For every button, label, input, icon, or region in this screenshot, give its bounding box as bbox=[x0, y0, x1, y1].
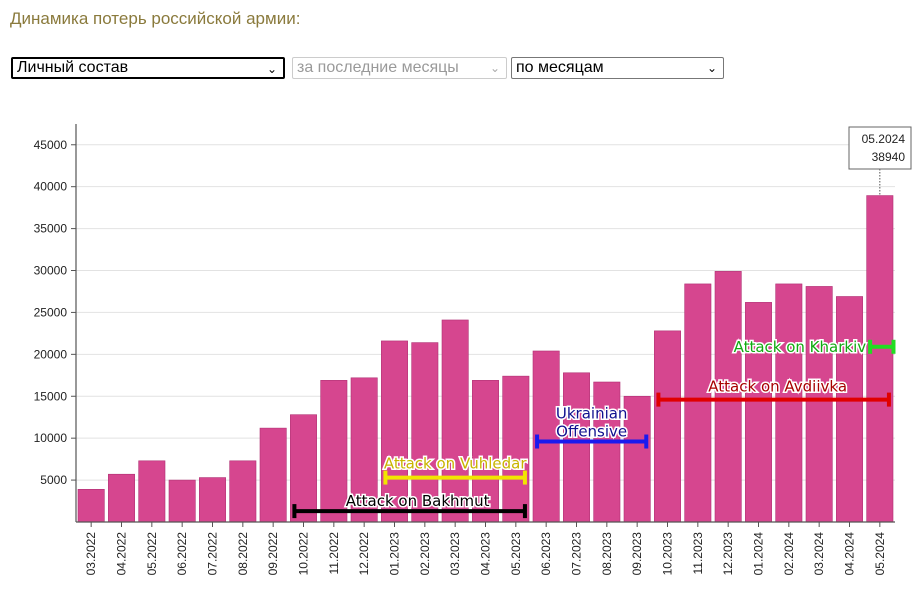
x-tick-label: 05.2024 bbox=[873, 532, 887, 576]
x-tick-label: 01.2023 bbox=[388, 532, 402, 576]
bar-03.2024[interactable] bbox=[805, 286, 833, 523]
x-tick-label: 06.2023 bbox=[539, 532, 553, 576]
bar-03.2022[interactable] bbox=[77, 489, 105, 523]
x-tick-label: 04.2023 bbox=[479, 532, 493, 576]
bar-06.2022[interactable] bbox=[168, 479, 196, 523]
x-tick-label: 10.2023 bbox=[661, 532, 675, 576]
x-tick-label: 05.2023 bbox=[509, 532, 523, 576]
y-tick-label: 15000 bbox=[34, 389, 68, 403]
metric-select-value: Личный состав bbox=[17, 59, 129, 76]
y-tick-label: 5000 bbox=[40, 473, 67, 487]
tooltip-value: 38940 bbox=[872, 150, 906, 164]
chevron-down-icon: ⌄ bbox=[706, 61, 717, 75]
x-tick-label: 12.2023 bbox=[721, 532, 735, 576]
bar-09.2023[interactable] bbox=[623, 395, 651, 523]
bar-03.2023[interactable] bbox=[441, 319, 469, 523]
bar-01.2024[interactable] bbox=[745, 302, 772, 523]
bar-02.2023[interactable] bbox=[411, 342, 439, 523]
bar-04.2022[interactable] bbox=[108, 473, 135, 523]
x-tick-label: 03.2024 bbox=[812, 532, 826, 576]
y-tick-label: 40000 bbox=[34, 180, 68, 194]
x-tick-label: 12.2022 bbox=[357, 532, 371, 576]
tooltip-category: 05.2024 bbox=[862, 132, 906, 146]
grouping-select-value: по месяцам bbox=[516, 59, 604, 76]
metric-select[interactable]: Личный состав ⌄ bbox=[11, 57, 285, 79]
bar-02.2024[interactable] bbox=[775, 283, 803, 523]
x-tick-label: 11.2023 bbox=[691, 532, 705, 575]
tooltip: 05.2024 38940 bbox=[848, 126, 912, 196]
x-tick-label: 06.2022 bbox=[175, 532, 189, 576]
annotation-label: Attack on Vuhledar bbox=[384, 455, 527, 473]
x-tick-label: 09.2022 bbox=[266, 532, 280, 576]
bar-05.2024[interactable] bbox=[866, 195, 894, 523]
period-select-value: за последние месяцы bbox=[297, 59, 459, 76]
bar-10.2023[interactable] bbox=[654, 330, 681, 523]
bar-07.2023[interactable] bbox=[563, 372, 590, 523]
x-tick-label: 03.2023 bbox=[448, 532, 462, 576]
annotation-0: Attack on Bakhmut bbox=[292, 491, 527, 519]
y-tick-label: 25000 bbox=[34, 305, 68, 319]
x-tick-label: 07.2023 bbox=[570, 532, 584, 576]
x-tick-label: 04.2022 bbox=[115, 532, 129, 576]
bar-11.2023[interactable] bbox=[684, 283, 712, 523]
x-tick-label: 08.2022 bbox=[236, 532, 250, 576]
x-tick-label: 08.2023 bbox=[600, 532, 614, 576]
x-tick-label: 04.2024 bbox=[843, 532, 857, 576]
x-tick-label: 02.2023 bbox=[418, 532, 432, 576]
annotation-label: Attack on Kharkiv bbox=[734, 338, 867, 356]
bars bbox=[77, 195, 894, 523]
x-tick-label: 05.2022 bbox=[145, 532, 159, 576]
bar-07.2022[interactable] bbox=[199, 477, 226, 523]
annotation-4: Attack on Kharkiv bbox=[732, 336, 896, 357]
bar-01.2023[interactable] bbox=[381, 340, 408, 523]
x-tick-label: 02.2024 bbox=[782, 532, 796, 576]
bar-04.2024[interactable] bbox=[836, 296, 863, 523]
x-tick-label: 09.2023 bbox=[630, 532, 644, 576]
annotation-2: Ukrainian Offensive bbox=[535, 403, 649, 449]
period-select[interactable]: за последние месяцы ⌄ bbox=[292, 57, 507, 79]
y-tick-label: 10000 bbox=[34, 431, 68, 445]
bar-08.2022[interactable] bbox=[229, 460, 257, 523]
annotation-1: Attack on Vuhledar bbox=[382, 453, 529, 485]
bar-12.2022[interactable] bbox=[350, 377, 378, 523]
x-axis-ticks: 03.2022 04.2022 05.2022 06.2022 07.2022 08.20… bbox=[84, 522, 887, 575]
bar-05.2022[interactable] bbox=[138, 460, 166, 523]
bar-11.2022[interactable] bbox=[320, 380, 348, 523]
tooltip-box bbox=[848, 126, 912, 170]
annotations: Attack on Bakhmut Attack on Vuhledar Ukrai… bbox=[292, 336, 896, 519]
y-tick-label: 30000 bbox=[34, 264, 68, 278]
annotation-3: Attack on Avdiivka bbox=[656, 376, 891, 407]
bar-05.2023[interactable] bbox=[502, 375, 530, 523]
page-title: Динамика потерь российской армии: bbox=[10, 9, 301, 28]
bar-12.2023[interactable] bbox=[714, 271, 742, 523]
x-tick-label: 10.2022 bbox=[297, 532, 311, 576]
annotation-label: Attack on Avdiivka bbox=[708, 378, 847, 396]
bar-08.2023[interactable] bbox=[593, 381, 621, 523]
chevron-down-icon: ⌄ bbox=[266, 62, 277, 76]
x-tick-label: 03.2022 bbox=[84, 532, 98, 576]
bar-09.2022[interactable] bbox=[259, 427, 287, 523]
bar-04.2023[interactable] bbox=[472, 380, 499, 523]
grouping-select[interactable]: по месяцам ⌄ bbox=[511, 57, 724, 79]
x-tick-label: 07.2022 bbox=[206, 532, 220, 576]
x-tick-label: 11.2022 bbox=[327, 532, 341, 575]
y-axis-ticks: 5000 10000 15000 20000 25000 30000 35000 40000 4… bbox=[34, 138, 76, 487]
y-tick-label: 45000 bbox=[34, 138, 68, 152]
chevron-down-icon: ⌄ bbox=[489, 61, 500, 75]
annotation-label: Ukrainian Offensive bbox=[556, 405, 628, 441]
annotation-label: Attack on Bakhmut bbox=[346, 492, 490, 510]
y-tick-label: 35000 bbox=[34, 222, 68, 236]
y-tick-label: 20000 bbox=[34, 347, 68, 361]
x-tick-label: 01.2024 bbox=[752, 532, 766, 576]
